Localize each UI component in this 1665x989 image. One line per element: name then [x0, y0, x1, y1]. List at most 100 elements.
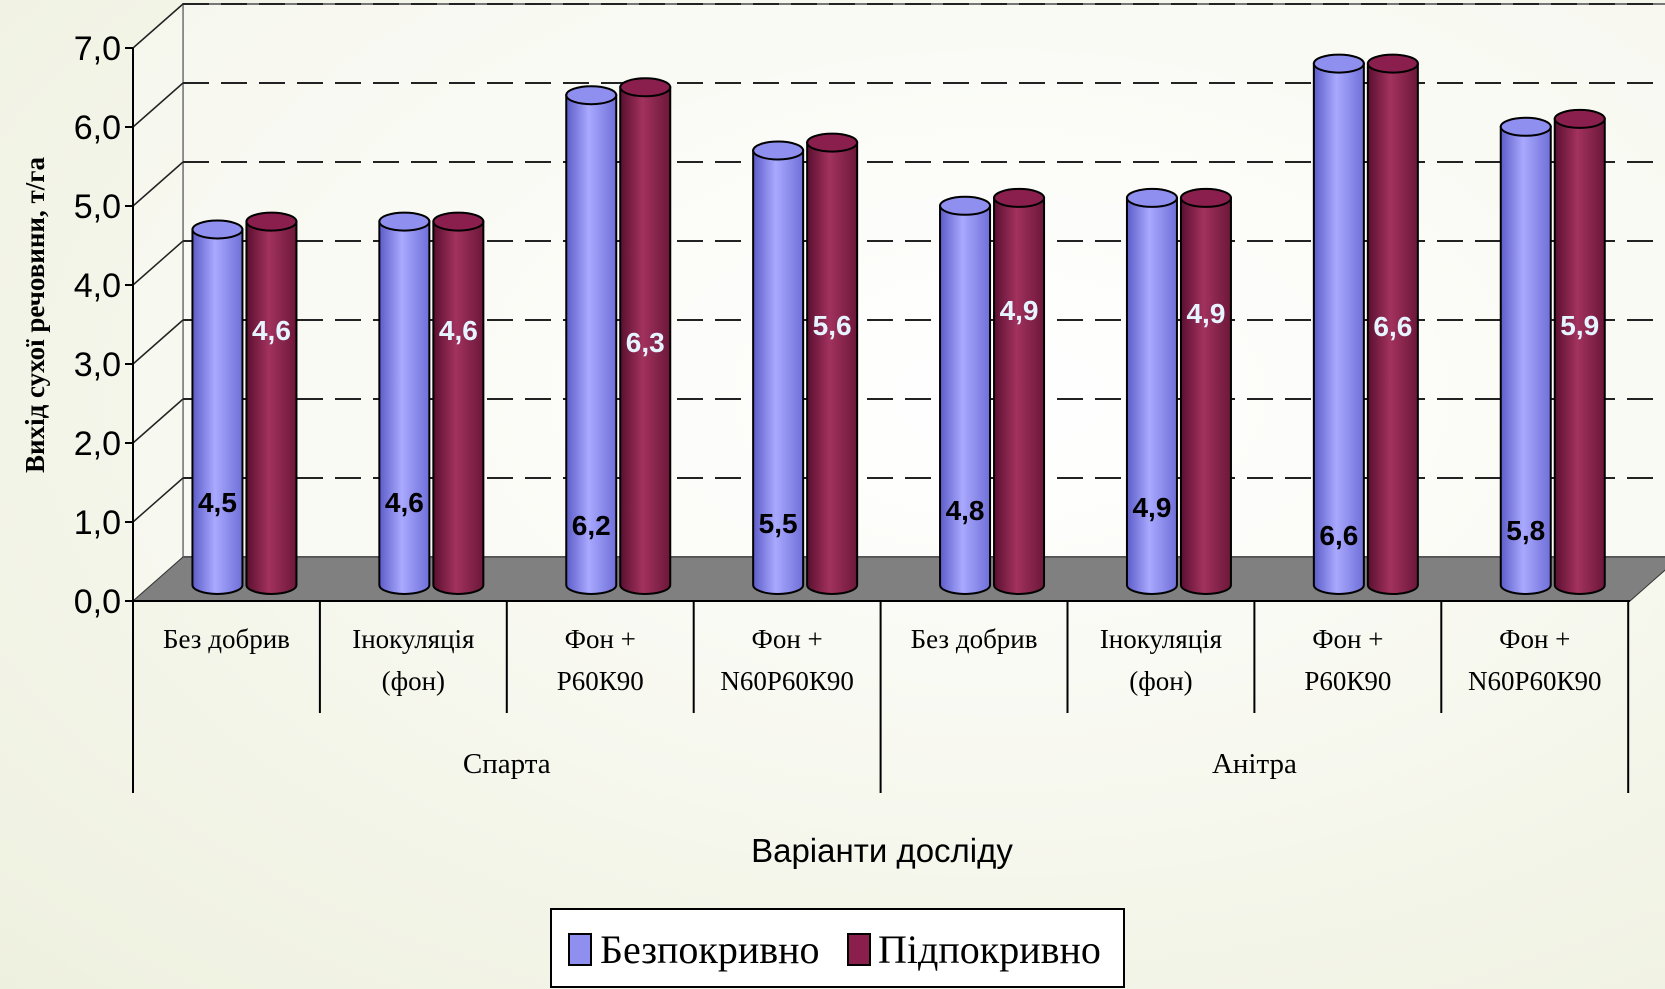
bar-body: [752, 149, 805, 595]
category-label: Інокуляція: [352, 624, 474, 654]
y-tick-label: 5,0: [74, 188, 121, 226]
bar-value-label: 4,6: [252, 315, 291, 346]
category-label: Фон +: [565, 624, 636, 654]
bar-top: [619, 77, 672, 98]
bar-top: [939, 195, 992, 216]
bar-body: [378, 220, 431, 595]
bar-body: [619, 86, 672, 595]
bar-value-label: 4,8: [946, 495, 985, 526]
bar-body: [191, 228, 244, 595]
bar-bezpokryvno: 4,9: [1125, 187, 1178, 595]
category-label: Фон +: [752, 624, 823, 654]
bar-top: [1312, 53, 1365, 74]
bar-value-label: 4,9: [1186, 298, 1225, 329]
category-label: N60Р60К90: [720, 666, 854, 696]
y-axis-title: Вихід сухої речовини, т/га: [20, 157, 50, 473]
bar-top: [1366, 53, 1419, 74]
bar-value-label: 4,9: [1000, 295, 1039, 326]
gridline-depth: [132, 319, 184, 365]
y-tick-label: 1,0: [74, 504, 121, 542]
bar-top: [1553, 108, 1606, 129]
y-tick-label: 4,0: [74, 267, 121, 305]
bar-body: [432, 220, 485, 595]
bar-body: [993, 196, 1046, 595]
bar-top: [1179, 187, 1232, 208]
bar-body: [565, 94, 618, 595]
bar-body: [1499, 125, 1552, 595]
bar-value-label: 6,6: [1319, 520, 1358, 551]
x-axis-title: Варіанти досліду: [751, 832, 1013, 869]
category-label: Р60К90: [1304, 666, 1391, 696]
bar-bezpokryvno: 4,5: [191, 219, 244, 595]
legend-label-bezpokryvno: Безпокривно: [600, 927, 820, 972]
y-tick-label: 6,0: [74, 109, 121, 147]
legend-label-pidpokryvno: Підпокривно: [878, 927, 1101, 972]
bar-value-label: 6,6: [1373, 311, 1412, 342]
bar-bezpokryvno: 4,6: [378, 211, 431, 595]
bar-top: [1499, 116, 1552, 137]
gridline-depth: [132, 161, 184, 207]
y-tick-label: 3,0: [74, 346, 121, 384]
bar-body: [245, 220, 298, 595]
group-label: Анітра: [1212, 748, 1297, 780]
bar-pidpokryvno: 5,9: [1553, 108, 1606, 595]
bar-top: [432, 211, 485, 232]
bar-body: [1179, 196, 1232, 595]
y-tick-label: 2,0: [74, 425, 121, 463]
bar-pidpokryvno: 6,6: [1366, 53, 1419, 595]
category-label: (фон): [1129, 666, 1192, 696]
gridline-depth: [132, 398, 184, 444]
gridline-depth: [132, 3, 184, 49]
bar-value-label: 5,8: [1506, 515, 1545, 546]
bar-body: [1125, 196, 1178, 595]
category-label: Фон +: [1312, 624, 1383, 654]
plot-side-wall: [132, 2, 184, 603]
plot-floor: [131, 556, 1665, 602]
bar-top: [565, 85, 618, 106]
bar-top: [806, 132, 859, 153]
bar-top: [1125, 187, 1178, 208]
category-label: N60Р60К90: [1468, 666, 1602, 696]
bar-body: [1312, 62, 1365, 595]
legend: Безпокривно Підпокривно: [550, 908, 1125, 988]
category-label: Без добрив: [911, 624, 1038, 654]
category-label: (фон): [382, 666, 445, 696]
gridline-depth: [132, 477, 184, 523]
bar-top: [191, 219, 244, 240]
bar-top: [245, 211, 298, 232]
bar-value-label: 4,9: [1132, 492, 1171, 523]
bar-value-label: 4,5: [198, 487, 237, 518]
bar-top: [378, 211, 431, 232]
bar-value-label: 4,6: [385, 487, 424, 518]
bar-pidpokryvno: 4,6: [245, 211, 298, 595]
gridline-depth: [132, 240, 184, 286]
group-label: Спарта: [463, 748, 551, 780]
bar-pidpokryvno: 4,6: [432, 211, 485, 595]
legend-swatch-bezpokryvno: [568, 933, 592, 966]
bar-body: [1553, 117, 1606, 595]
bar-body: [939, 204, 992, 595]
bar-value-label: 4,6: [439, 315, 478, 346]
category-label: Без добрив: [163, 624, 290, 654]
category-label: Р60К90: [557, 666, 644, 696]
bar-pidpokryvno: 5,6: [806, 132, 859, 595]
bar-bezpokryvno: 5,5: [752, 140, 805, 595]
bar-top: [993, 187, 1046, 208]
bar-pidpokryvno: 4,9: [993, 187, 1046, 595]
bar-body: [806, 141, 859, 595]
bar-body: [1366, 62, 1419, 595]
gridline-depth: [132, 82, 184, 128]
bar-bezpokryvno: 6,6: [1312, 53, 1365, 595]
category-label: Інокуляція: [1100, 624, 1222, 654]
bar-value-label: 5,5: [759, 508, 798, 539]
bar-top: [752, 140, 805, 161]
legend-swatch-pidpokryvno: [847, 933, 871, 966]
bar-pidpokryvno: 6,3: [619, 77, 672, 595]
bar-value-label: 5,6: [813, 310, 852, 341]
bar-value-label: 5,9: [1560, 310, 1599, 341]
legend-box: [550, 908, 1125, 988]
bar-pidpokryvno: 4,9: [1179, 187, 1232, 595]
y-tick-label: 0,0: [74, 583, 121, 621]
bar-value-label: 6,2: [572, 510, 611, 541]
